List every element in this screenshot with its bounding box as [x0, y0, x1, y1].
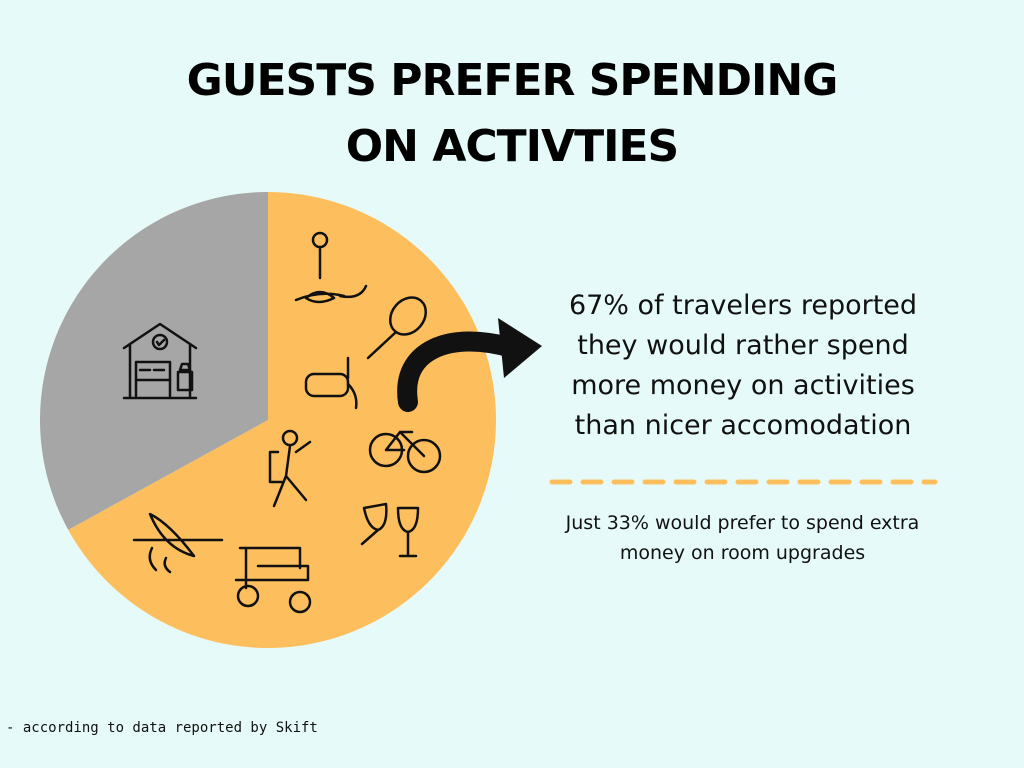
- arrow-head: [498, 318, 542, 378]
- icons: [122, 231, 938, 614]
- hotel-icon: [122, 322, 198, 400]
- arrow: [397, 331, 522, 412]
- annotation: Just 33% would prefer to spend extra mon…: [565, 512, 920, 564]
- chart-title: GUESTS PREFER SPENDING ON ACTIVTIES: [186, 55, 839, 172]
- annotation: 67% of travelers reported they would rat…: [568, 290, 918, 441]
- footnote: - according to data reported by Skift: [6, 720, 318, 736]
- activity-icons: [132, 231, 442, 614]
